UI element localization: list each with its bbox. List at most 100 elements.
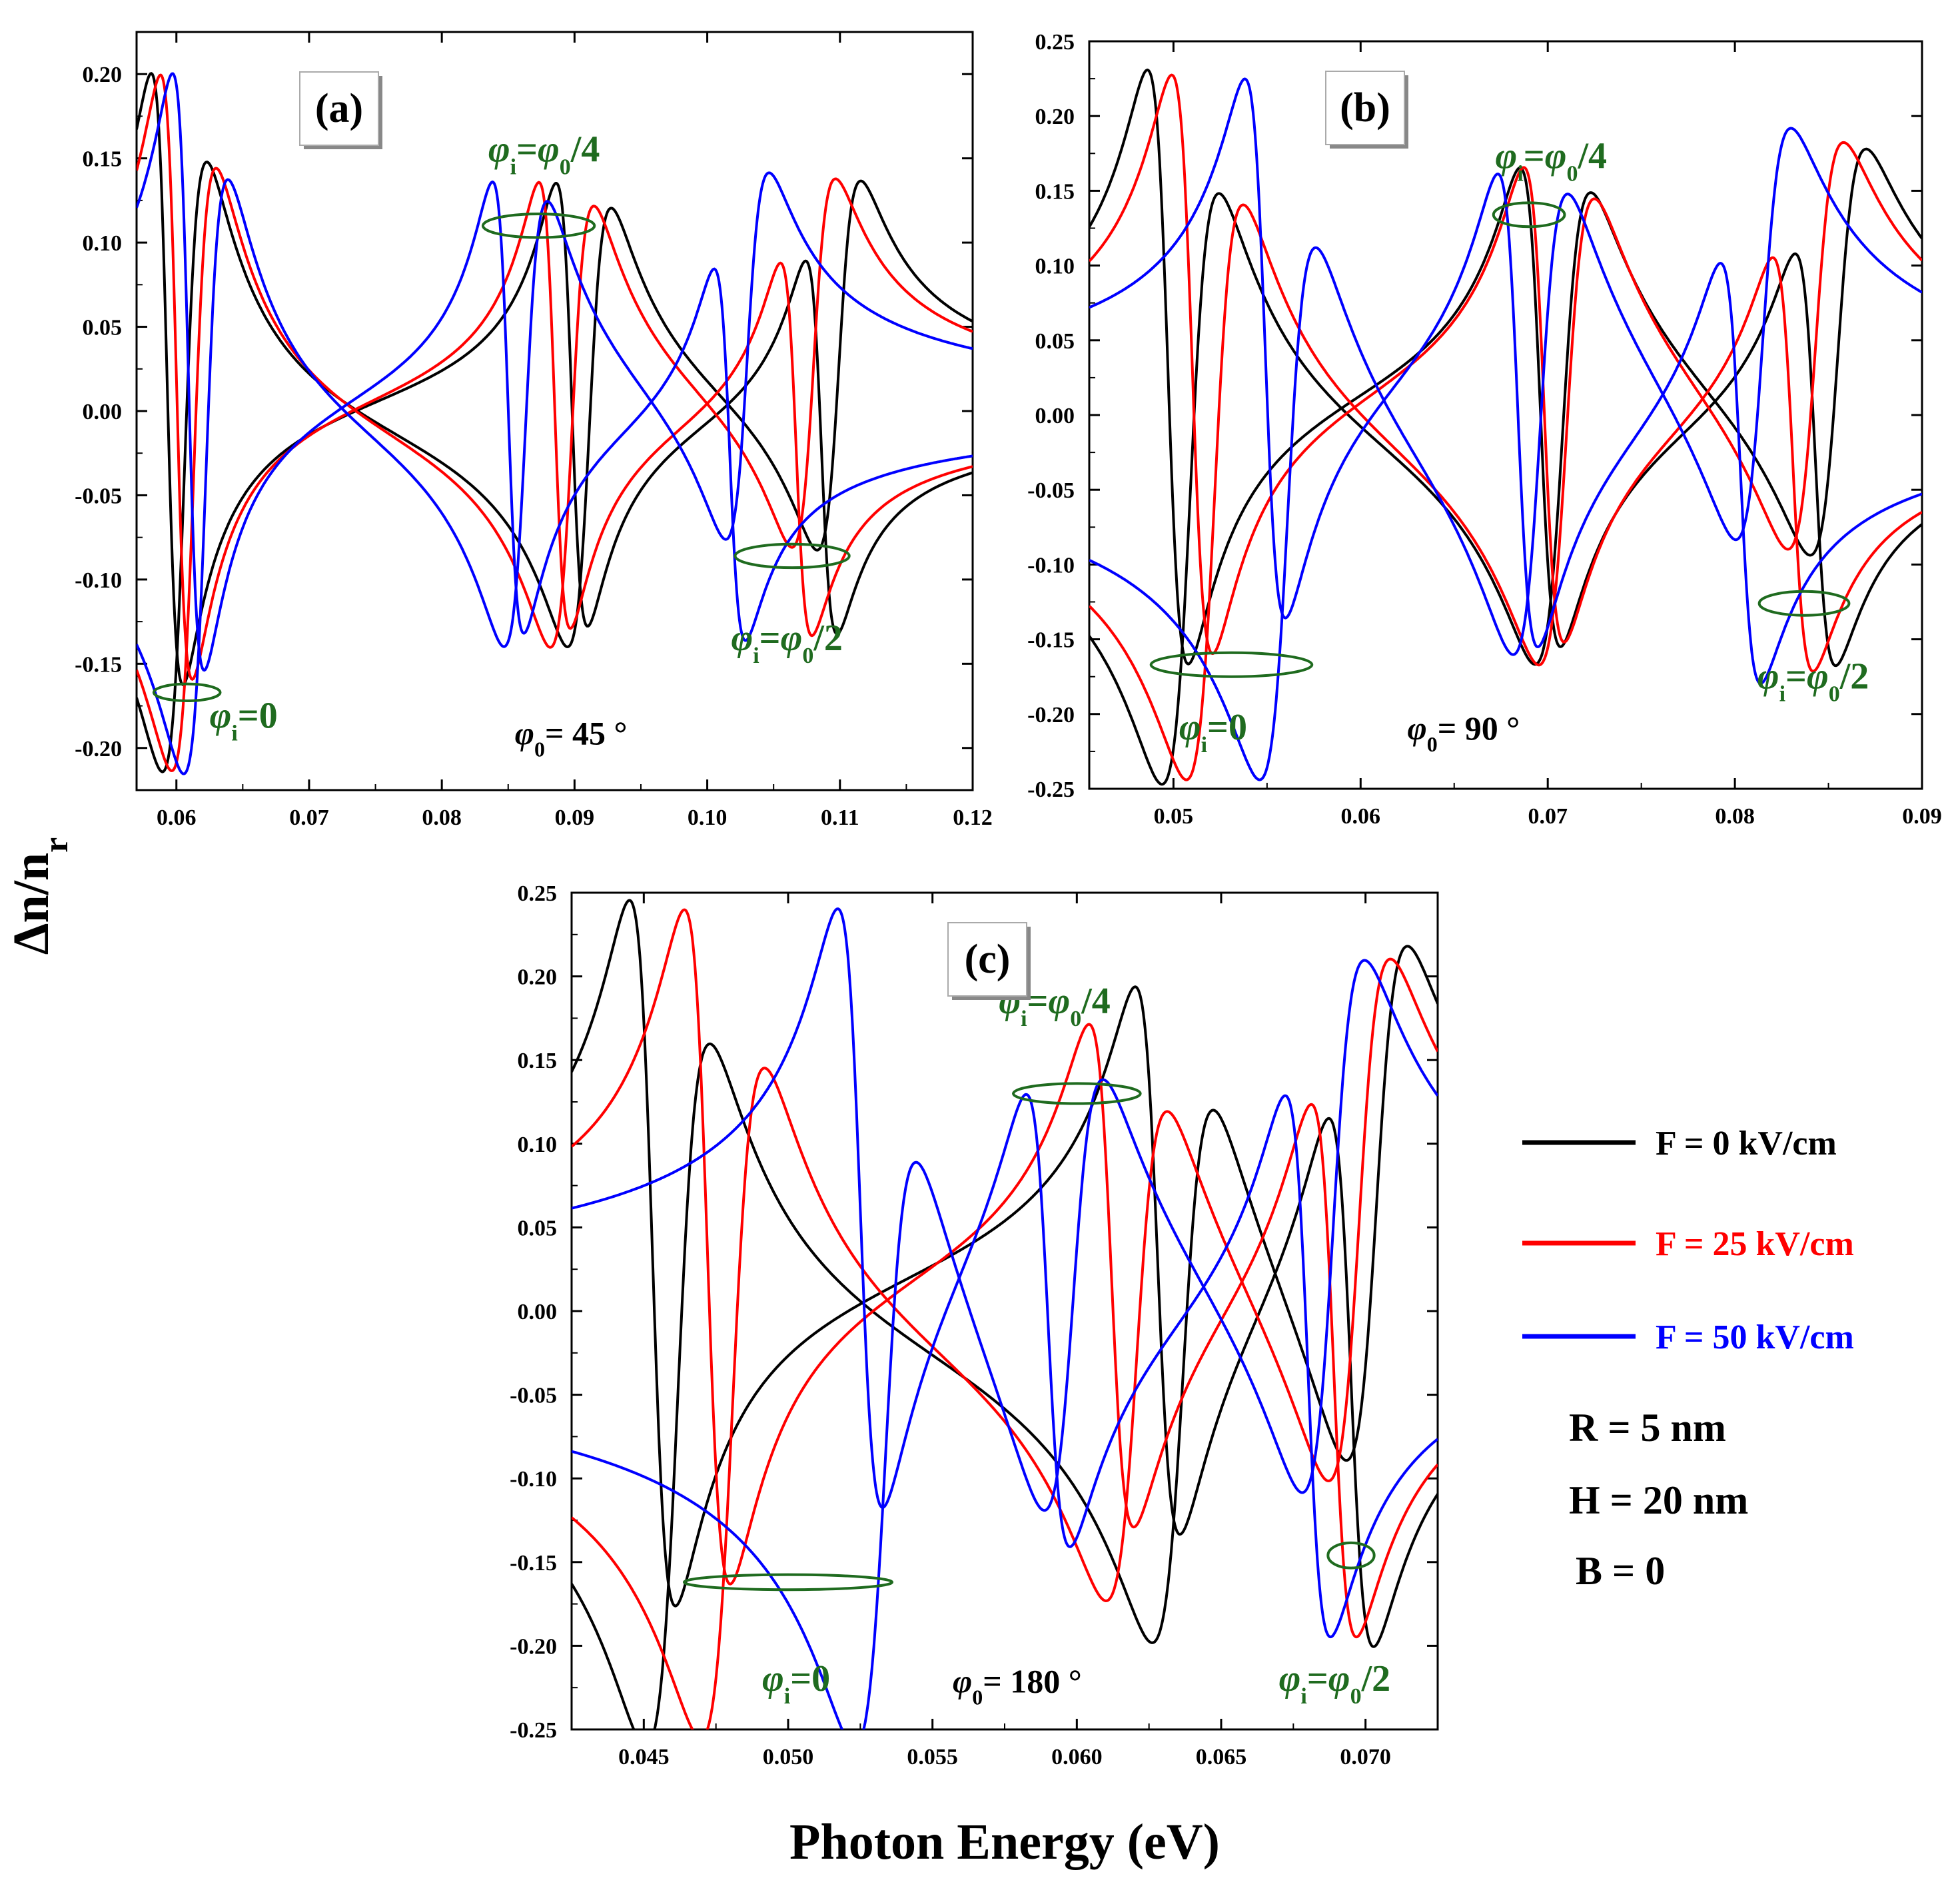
y-tick-label: -0.05 — [510, 1384, 557, 1408]
x-tick-label: 0.045 — [618, 1745, 670, 1769]
x-tick-label: 0.07 — [289, 805, 329, 830]
y-tick-label: -0.25 — [510, 1718, 557, 1743]
y-axis-title: Δn/nr — [3, 837, 75, 955]
y-tick-label: 0.25 — [518, 881, 558, 906]
series-line-lower — [572, 945, 1438, 1729]
phi-annotation: φi=φ0/4 — [1496, 136, 1607, 186]
phi-annotation: φi=φ0/2 — [731, 618, 842, 668]
series-line-upper — [137, 72, 973, 687]
panel-label: (c) — [965, 937, 1011, 982]
x-tick-label: 0.070 — [1340, 1745, 1391, 1769]
phi0-label: φ0= 45 ° — [515, 715, 628, 761]
series-line-lower — [1089, 147, 1922, 786]
phi-annotation: φi=φ0/4 — [488, 129, 600, 179]
series-line-lower — [1089, 127, 1922, 781]
phi-annotation: φi=0 — [762, 1658, 830, 1709]
y-tick-label: -0.10 — [1027, 553, 1075, 578]
curves — [1089, 68, 1922, 786]
y-tick-label: -0.15 — [510, 1551, 557, 1576]
y-tick-label: -0.25 — [1027, 777, 1075, 802]
legend-label-f0: F = 0 kV/cm — [1656, 1125, 1837, 1163]
y-tick-label: 0.15 — [1035, 179, 1075, 204]
curves — [572, 899, 1438, 1729]
x-tick-label: 0.12 — [953, 805, 993, 830]
y-tick-label: 0.25 — [1035, 30, 1075, 55]
y-axis-title-sub: r — [37, 837, 75, 853]
y-tick-label: 0.00 — [1035, 404, 1075, 428]
panel-label: (b) — [1340, 85, 1390, 131]
y-tick-label: 0.10 — [83, 231, 123, 256]
annotation-ellipse — [152, 682, 222, 702]
x-tick-label: 0.10 — [688, 805, 728, 830]
y-tick-label: -0.05 — [75, 484, 122, 508]
y-tick-label: -0.20 — [1027, 703, 1075, 727]
series-line-lower — [137, 171, 973, 775]
panel-a: 0.06 0.07 0.08 0.09 0.10 0.11 0.12 -0.20 -0.15 -0… — [75, 31, 993, 830]
phi0-label: φ0= 180 ° — [953, 1663, 1082, 1709]
phi-annotation: φi=0 — [1179, 707, 1247, 757]
annotation-ellipse — [481, 213, 596, 239]
y-tick-label: 0.00 — [83, 400, 123, 424]
x-tick-label: 0.09 — [555, 805, 595, 830]
annotation-ellipse — [1149, 651, 1314, 678]
y-tick-label: 0.00 — [518, 1300, 558, 1324]
panel-label-box — [947, 922, 1027, 997]
series-line-upper — [572, 907, 1438, 1639]
y-tick-label: -0.15 — [75, 652, 122, 677]
panel-label-box — [299, 71, 379, 146]
phi-annotation: φi=0 — [210, 695, 278, 745]
x-tick-label: 0.09 — [1902, 804, 1942, 829]
series-line-upper — [137, 72, 973, 672]
series-line-lower — [137, 161, 973, 773]
x-tick-label: 0.11 — [821, 805, 859, 830]
x-tick-label: 0.055 — [907, 1745, 958, 1769]
y-axis-title-main: Δn/n — [3, 853, 59, 955]
annotation-ellipse — [1012, 1082, 1142, 1105]
param-height: H = 20 nm — [1569, 1478, 1748, 1522]
phi-annotation: φi=φ0/2 — [1279, 1658, 1390, 1709]
y-tick-label: 0.15 — [83, 147, 123, 172]
y-tick-label: 0.05 — [518, 1216, 558, 1240]
y-tick-label: -0.10 — [510, 1467, 557, 1492]
y-tick-label: 0.10 — [518, 1133, 558, 1157]
x-tick-label: 0.06 — [1341, 804, 1381, 829]
annotation-ellipse — [734, 542, 851, 570]
y-tick-label: 0.05 — [83, 316, 123, 340]
y-tick-label: 0.15 — [518, 1049, 558, 1073]
series-line-lower — [137, 167, 973, 773]
annotation-ellipse — [1326, 1541, 1376, 1570]
x-tick-label: 0.06 — [157, 805, 197, 830]
y-tick-label: 0.20 — [83, 63, 123, 87]
y-tick-label: 0.20 — [1035, 105, 1075, 129]
phi-annotation: φi=φ0/2 — [1757, 656, 1869, 707]
y-tick-label: -0.15 — [1027, 628, 1075, 653]
x-tick-label: 0.05 — [1154, 804, 1194, 829]
y-tick-label: -0.20 — [510, 1634, 557, 1659]
panel-label-box — [1325, 71, 1405, 145]
series-line-lower — [1089, 141, 1922, 781]
annotation-ellipse — [1492, 201, 1566, 229]
y-tick-label: -0.05 — [1027, 478, 1075, 503]
x-tick-label: 0.07 — [1528, 804, 1568, 829]
series-line-lower — [572, 957, 1438, 1729]
y-tick-label: 0.05 — [1035, 329, 1075, 354]
phi0-label: φ0= 90 ° — [1408, 709, 1520, 756]
x-tick-label: 0.060 — [1051, 1745, 1103, 1769]
y-tick-label: 0.10 — [1035, 254, 1075, 279]
series-line-upper — [137, 73, 973, 681]
x-tick-label: 0.050 — [763, 1745, 814, 1769]
panel-label: (a) — [315, 86, 363, 131]
legend-label-f25: F = 25 kV/cm — [1656, 1225, 1854, 1263]
panel-b: 0.05 0.06 0.07 0.08 0.09 -0.25 -0.20 -0.15 -0.10… — [1027, 30, 1942, 829]
x-tick-label: 0.065 — [1196, 1745, 1247, 1769]
param-radius: R = 5 nm — [1569, 1406, 1726, 1450]
legend-label-f50: F = 50 kV/cm — [1656, 1318, 1854, 1356]
curves — [137, 72, 973, 775]
x-tick-label: 0.08 — [1715, 804, 1755, 829]
legend: F = 0 kV/cm F = 25 kV/cm F = 50 kV/cm — [1522, 1125, 1854, 1356]
y-tick-label: -0.20 — [75, 737, 122, 761]
series-line-upper — [1089, 77, 1922, 685]
series-line-lower — [572, 959, 1438, 1729]
